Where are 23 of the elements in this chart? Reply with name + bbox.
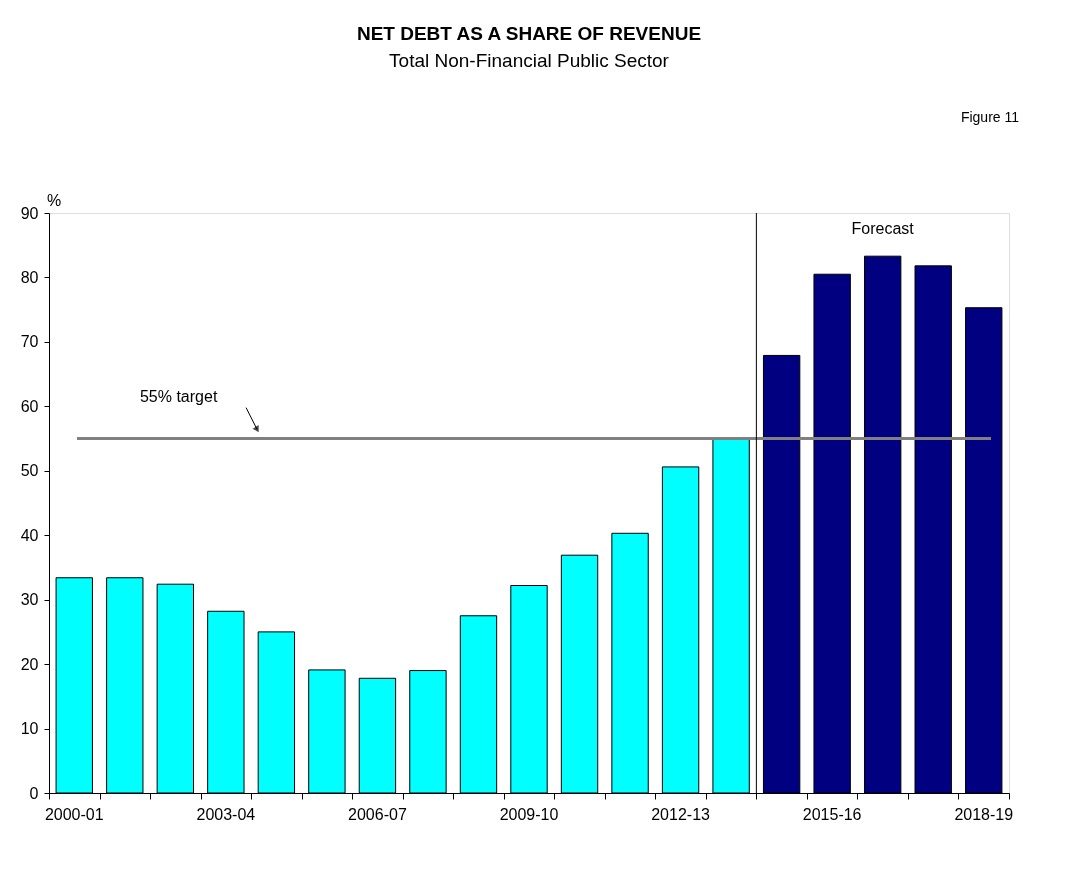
chart-subtitle: Total Non-Financial Public Sector (389, 50, 670, 71)
chart-title: NET DEBT AS A SHARE OF REVENUE (356, 23, 702, 44)
y-tick-label: 90 (20, 204, 39, 222)
x-tick-label: 2000-01 (44, 806, 104, 823)
y-tick-label: 20 (20, 655, 39, 673)
x-tick-label: 2009-10 (499, 806, 559, 823)
y-tick-label: 30 (20, 591, 39, 609)
caption: Figure 11 (960, 109, 1020, 125)
y-tick-label: 80 (20, 268, 39, 286)
ref-line-label: 55% target (139, 387, 218, 405)
y-tick-label: 70 (20, 333, 39, 351)
y-tick-label: 50 (20, 462, 39, 480)
y-tick-label: 10 (20, 720, 39, 738)
x-tick-label: 2006-07 (348, 806, 407, 823)
x-tick-label: 2012-13 (651, 806, 711, 823)
y-tick-label: 60 (20, 397, 39, 415)
annotation: Forecast (851, 220, 915, 237)
x-tick-label: 2015-16 (802, 806, 862, 823)
x-tick-label: 2003-04 (196, 806, 256, 823)
x-tick-label: 2018-19 (954, 806, 1014, 823)
y-axis-title: % (47, 192, 62, 209)
y-tick-label: 0 (29, 784, 39, 802)
y-tick-label: 40 (20, 526, 39, 544)
